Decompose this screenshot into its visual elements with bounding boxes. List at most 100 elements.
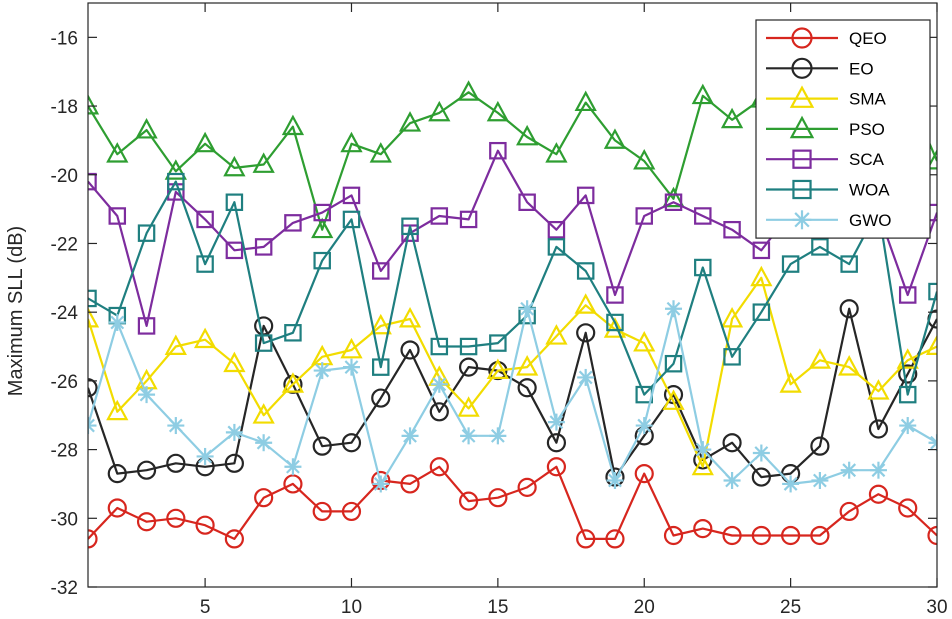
- legend-label-pso: PSO: [849, 120, 885, 139]
- y-tick-label: -18: [51, 97, 78, 118]
- data-point-sca-9: [313, 203, 331, 222]
- data-point-gwo-14: [460, 427, 478, 445]
- data-point-eo-11: [371, 388, 391, 408]
- data-point-woa-29: [898, 385, 917, 404]
- y-tick-label: -28: [51, 441, 78, 462]
- data-point-gwo-19-stroke: [608, 473, 622, 488]
- data-point-gwo-3: [138, 386, 156, 404]
- data-point-gwo-10: [342, 358, 360, 376]
- data-point-gwo-29-stroke: [900, 418, 915, 433]
- data-point-sma-21: [662, 389, 685, 410]
- data-point-qeo-15: [488, 488, 508, 508]
- data-point-woa-22: [694, 258, 712, 277]
- data-point-sma-14: [457, 396, 480, 417]
- data-point-sma-23: [720, 306, 744, 328]
- legend-item-pso: PSO: [766, 115, 885, 139]
- data-point-gwo-21-stroke: [666, 301, 681, 316]
- data-point-sma-25: [779, 372, 802, 393]
- data-point-sma-11: [369, 313, 392, 335]
- data-point-sca-23: [723, 220, 741, 239]
- data-point-sca-11: [372, 262, 390, 280]
- data-point-sma-2: [106, 399, 129, 421]
- data-point-qeo-7: [254, 488, 274, 508]
- data-point-eo-1: [88, 378, 98, 398]
- data-point-sca-17: [547, 220, 566, 239]
- data-point-woa-5: [196, 255, 214, 273]
- data-point-gwo-30-stroke: [930, 435, 937, 445]
- data-point-pso-1: [88, 93, 100, 115]
- data-point-woa-13: [430, 337, 449, 356]
- data-point-gwo-2: [108, 313, 126, 331]
- data-point-gwo-2-stroke: [110, 315, 125, 330]
- data-point-woa-21: [664, 354, 683, 373]
- data-point-gwo-17: [547, 413, 565, 431]
- data-point-gwo-1-stroke: [88, 423, 95, 433]
- legend-marker-pso: [789, 115, 815, 139]
- data-point-gwo-29: [899, 417, 917, 435]
- data-point-woa-17: [547, 238, 566, 256]
- x-tick-label: 10: [341, 597, 362, 618]
- data-point-pso-17: [545, 142, 568, 163]
- data-point-pso-6: [223, 155, 246, 177]
- data-point-sca-1: [88, 172, 97, 191]
- data-point-gwo-22: [694, 441, 712, 459]
- legend-label-woa: WOA: [849, 181, 890, 200]
- data-point-sma-12: [398, 306, 422, 328]
- data-point-woa-1: [88, 289, 97, 308]
- data-point-pso-9: [311, 217, 334, 239]
- data-point-gwo-13: [430, 375, 448, 393]
- data-point-eo-27: [839, 299, 859, 319]
- data-point-pso-13: [428, 100, 451, 122]
- data-point-eo-3: [136, 460, 157, 480]
- series-line-eo: [88, 307, 937, 479]
- legend-item-sma: SMA: [766, 85, 887, 109]
- data-point-sma-30: [925, 334, 937, 355]
- data-point-woa-6: [225, 193, 244, 211]
- data-point-qeo-2: [107, 498, 127, 518]
- data-point-gwo-16-stroke: [520, 301, 535, 316]
- data-point-gwo-23-stroke: [725, 473, 739, 488]
- data-point-gwo-17-stroke: [549, 415, 564, 430]
- data-point-gwo-24: [752, 444, 770, 462]
- legend-marker-woa: [792, 179, 812, 200]
- data-point-gwo-27-stroke: [842, 463, 857, 478]
- data-point-sca-7: [254, 238, 273, 256]
- data-point-woa-24: [752, 303, 771, 321]
- data-point-gwo-11: [372, 475, 390, 493]
- data-point-sma-1: [88, 306, 100, 328]
- data-point-qeo-16: [517, 477, 537, 497]
- legend-marker-gwo-stroke: [794, 212, 810, 228]
- data-point-gwo-12-stroke: [403, 428, 417, 443]
- series-woa: [88, 172, 937, 404]
- data-point-eo-10: [341, 433, 362, 453]
- legend-item-sca: SCA: [766, 149, 885, 169]
- data-point-gwo-8: [284, 458, 302, 476]
- data-point-eo-23: [722, 433, 742, 453]
- data-point-gwo-16: [518, 300, 536, 318]
- data-point-gwo-4: [167, 417, 185, 435]
- data-point-sca-10: [342, 186, 361, 205]
- data-point-qeo-13: [429, 457, 449, 477]
- data-point-qeo-22: [693, 518, 713, 539]
- data-point-pso-11: [369, 142, 392, 163]
- data-point-gwo-7-stroke: [256, 435, 271, 450]
- data-point-sma-5: [193, 327, 217, 349]
- data-point-gwo-9-stroke: [315, 363, 330, 378]
- data-point-gwo-25: [782, 475, 800, 493]
- data-point-eo-18: [576, 323, 596, 343]
- data-point-sma-20: [633, 331, 656, 352]
- legend-marker-eo: [791, 57, 813, 79]
- data-point-pso-19: [603, 128, 627, 149]
- data-point-sma-17: [545, 324, 568, 345]
- data-point-sma-8: [281, 372, 305, 393]
- data-point-gwo-23: [723, 472, 741, 490]
- data-point-gwo-18: [577, 368, 595, 386]
- data-point-sca-6: [225, 241, 244, 260]
- data-point-sca-2: [108, 207, 127, 225]
- data-point-qeo-23: [722, 525, 742, 546]
- data-point-woa-19: [606, 313, 624, 332]
- legend-item-eo: EO: [766, 57, 874, 79]
- data-point-sca-21: [664, 193, 683, 211]
- data-point-woa-8: [284, 324, 302, 342]
